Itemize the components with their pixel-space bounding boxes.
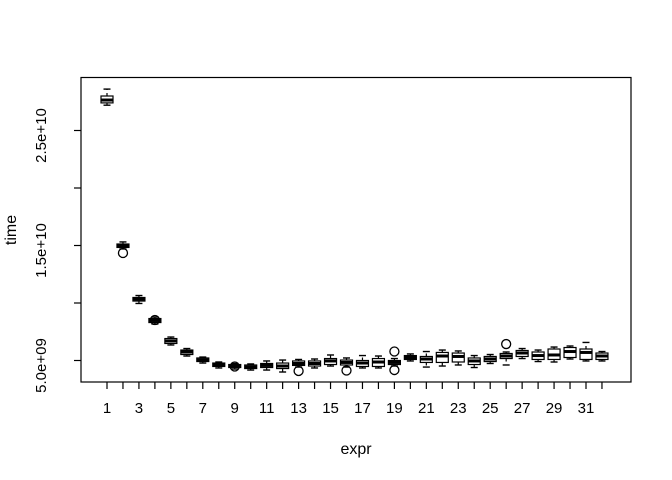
x-tick-label: 27 [514,400,531,417]
outlier-point [293,365,304,377]
outlier-point [501,338,512,350]
x-tick-label: 21 [418,400,435,417]
outlier-point [389,346,400,357]
outlier-point [341,365,352,376]
x-tick-label: 25 [482,400,499,417]
x-tick-label: 5 [167,400,175,417]
x-axis-title: expr [340,441,372,458]
x-tick-label: 11 [259,400,275,417]
outlier-point [389,364,400,376]
y-tick-label: 5.0e+09 [33,338,50,393]
x-tick-label: 3 [135,400,143,417]
outlier-point [149,314,161,326]
x-tick-label: 29 [546,400,563,417]
plot-border [80,76,632,383]
box-31 [579,348,593,361]
x-tick-label: 7 [199,400,207,417]
x-tick-label: 15 [322,400,339,417]
x-tick-label: 23 [450,400,467,417]
x-tick-label: 17 [354,400,371,417]
x-tick-label: 13 [290,400,307,417]
outlier-point [229,361,240,372]
x-tick-label: 9 [231,400,239,417]
x-tick-label: 19 [386,400,403,417]
outlier-point [117,247,129,259]
y-tick-label: 1.5e+10 [33,223,50,278]
y-axis-title: time [3,214,20,246]
x-tick-label: 31 [578,400,595,417]
y-tick-label: 2.5e+10 [33,108,50,163]
x-tick-label: 1 [103,400,111,417]
